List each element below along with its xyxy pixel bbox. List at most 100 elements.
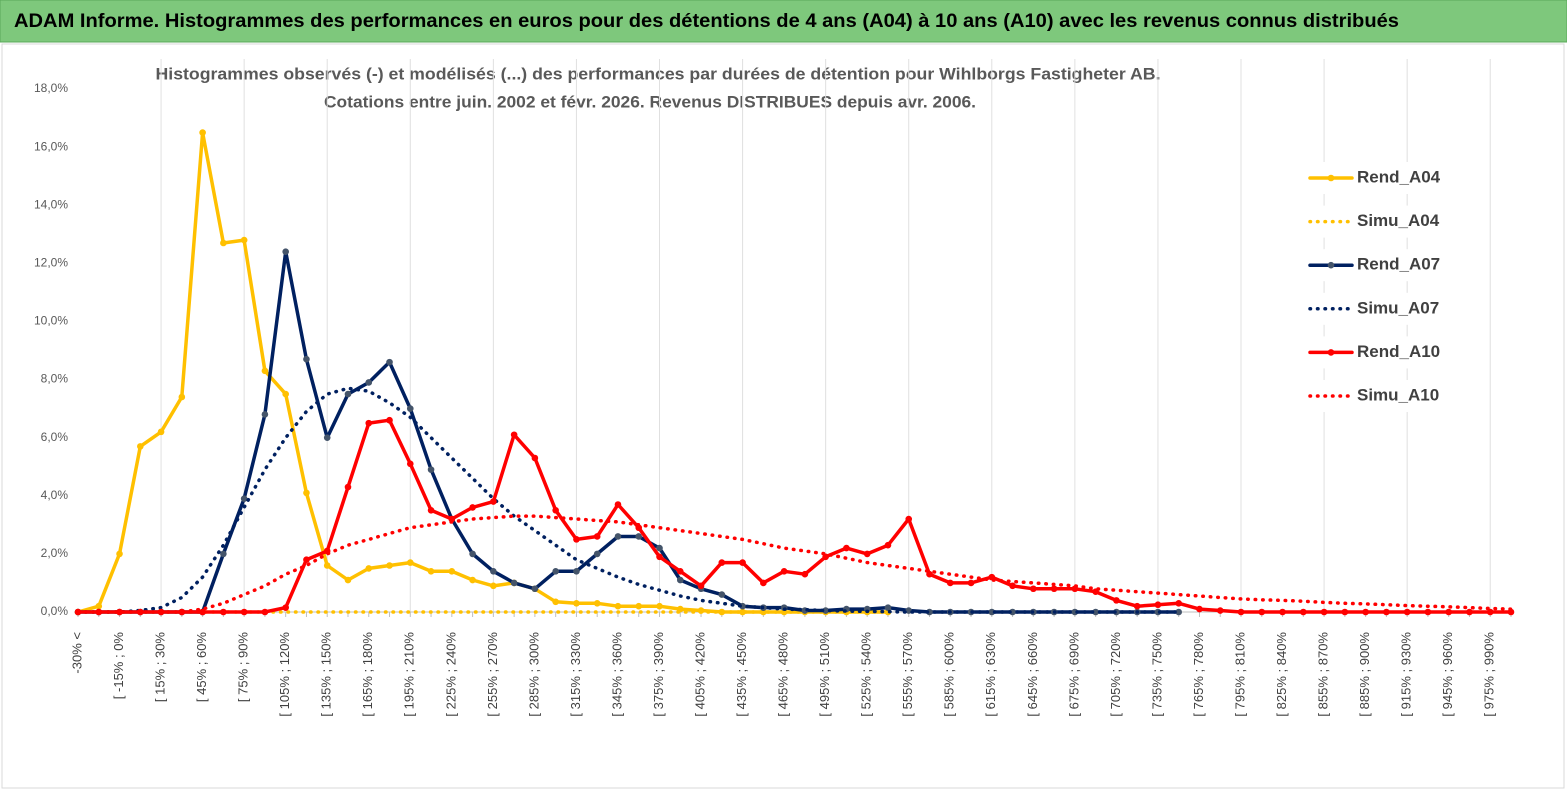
x-tick-label: [ 405% ; 420%	[692, 632, 707, 717]
point	[780, 568, 788, 575]
x-tick-label: [ 195% ; 210%	[402, 632, 417, 717]
point	[614, 602, 622, 610]
point	[1009, 608, 1016, 616]
point	[1258, 608, 1266, 616]
point	[884, 604, 892, 611]
point	[1092, 608, 1099, 616]
x-tick-label: [ 255% ; 270%	[485, 632, 500, 717]
x-tick-label: [ 645% ; 660%	[1025, 632, 1040, 717]
point	[552, 568, 559, 575]
point	[656, 602, 663, 610]
y-tick-label: 4,0%	[41, 488, 69, 502]
point	[282, 390, 289, 398]
legend-label: Simu_A04	[1357, 211, 1440, 230]
legend-bg	[1304, 292, 1454, 325]
point	[1320, 608, 1328, 616]
legend-marker	[1327, 349, 1335, 356]
point	[1403, 608, 1411, 616]
model-line	[76, 386, 1181, 614]
point	[490, 568, 497, 575]
y-tick-label: 14,0%	[34, 197, 68, 211]
point	[552, 507, 559, 514]
x-tick-label: [ 315% ; 330%	[568, 632, 583, 717]
point	[199, 129, 206, 136]
x-tick-label: [ -15% ; 0%	[111, 632, 126, 700]
legend-bg	[1304, 380, 1454, 412]
x-tick-label: [ 45% ; 60%	[194, 632, 209, 703]
point	[863, 550, 871, 558]
point	[178, 393, 186, 401]
x-tick-label: [ 555% ; 570%	[900, 632, 915, 717]
point	[365, 379, 373, 386]
point	[427, 568, 435, 575]
x-tick-label: [ 75% ; 90%	[236, 632, 251, 703]
point	[240, 236, 248, 244]
point	[116, 608, 123, 616]
x-tick-label: [ 285% ; 300%	[526, 632, 541, 717]
legend-label: Rend_A10	[1357, 342, 1440, 361]
x-tick-label: [ 465% ; 480%	[776, 632, 791, 717]
point	[1154, 601, 1162, 609]
point	[1133, 602, 1141, 610]
header-title: ADAM Informe. Histogrammes des performan…	[14, 11, 1399, 32]
point	[614, 501, 622, 508]
header-bar	[0, 0, 1567, 43]
y-tick-label: 10,0%	[34, 314, 68, 328]
point	[1175, 608, 1183, 616]
x-tick-label: -30% <	[69, 632, 84, 674]
legend-label: Rend_A04	[1357, 167, 1441, 186]
chart-subtitle: Cotations entre juin. 2002 et févr. 2026…	[324, 92, 976, 111]
point	[448, 568, 456, 575]
point	[1341, 608, 1349, 616]
legend-label: Rend_A07	[1357, 255, 1440, 274]
point	[303, 556, 310, 563]
point	[760, 579, 767, 587]
point	[365, 419, 373, 427]
point	[282, 248, 289, 256]
y-tick-label: 0,0%	[41, 604, 69, 618]
y-tick-label: 16,0%	[34, 139, 68, 153]
point	[676, 576, 684, 584]
point	[1300, 608, 1307, 616]
point	[822, 607, 829, 614]
point	[656, 553, 663, 561]
point	[240, 495, 248, 502]
observed-line	[76, 418, 1513, 614]
point	[905, 515, 913, 523]
point	[884, 541, 892, 549]
point	[469, 550, 476, 558]
point	[386, 416, 393, 424]
point	[303, 355, 310, 363]
point	[531, 454, 539, 462]
point	[386, 562, 393, 569]
x-tick-label: [ 345% ; 360%	[609, 632, 624, 717]
point	[220, 608, 227, 616]
x-tick-label: [ 975% ; 990%	[1482, 632, 1497, 717]
point	[1486, 608, 1494, 616]
point	[1175, 599, 1183, 607]
point	[635, 533, 643, 540]
x-tick-label: [ 855% ; 870%	[1316, 632, 1331, 717]
point	[220, 239, 227, 247]
point	[95, 602, 103, 610]
x-tick-label: [ 615% ; 630%	[983, 632, 998, 717]
x-tick-label: [ 825% ; 840%	[1274, 632, 1289, 717]
point	[739, 559, 746, 566]
point	[510, 579, 518, 587]
point	[1050, 585, 1058, 593]
point	[1216, 607, 1224, 614]
point	[946, 579, 954, 587]
point	[718, 559, 726, 566]
x-tick-label: [ 495% ; 510%	[817, 632, 832, 717]
point	[801, 570, 809, 578]
point	[199, 608, 206, 616]
point	[220, 550, 227, 558]
x-tick-label: [ 525% ; 540%	[859, 632, 874, 717]
point	[490, 498, 497, 505]
point	[718, 591, 726, 598]
x-tick-label: [ 435% ; 450%	[734, 632, 749, 717]
point	[739, 608, 746, 616]
x-tick-label: [ 585% ; 600%	[942, 632, 957, 717]
point	[116, 550, 123, 558]
